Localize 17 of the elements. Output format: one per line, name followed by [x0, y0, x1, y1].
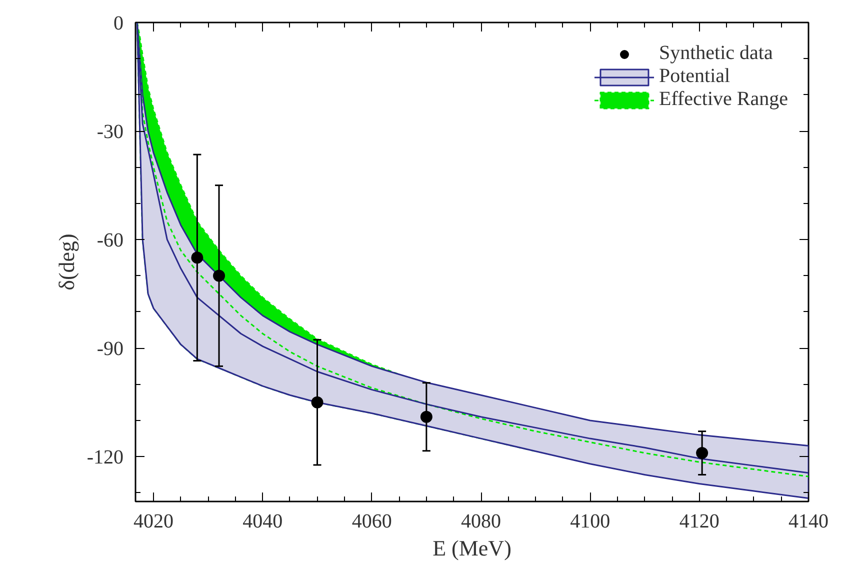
- y-tick-label: -120: [86, 446, 124, 469]
- legend-label: Potential: [658, 65, 730, 88]
- y-tick-label: -90: [96, 338, 124, 360]
- y-axis-title: δ(deg): [54, 234, 79, 290]
- x-tick-label: 4100: [570, 510, 610, 532]
- x-tick-label: 4040: [242, 510, 283, 532]
- y-tick-label: 0: [114, 12, 124, 34]
- legend-label: Effective Range: [658, 88, 788, 111]
- x-tick-label: 4020: [134, 510, 174, 532]
- x-axis-title: E (MeV): [432, 536, 512, 560]
- x-tick-label: 4080: [461, 510, 502, 532]
- x-tick-label: 4120: [679, 510, 720, 532]
- x-tick-label: 4140: [788, 510, 828, 532]
- legend-label: Synthetic data: [658, 42, 773, 65]
- y-tick-label: -60: [96, 230, 124, 252]
- x-tick-label: 4060: [352, 510, 392, 532]
- y-tick-label: -30: [96, 121, 124, 144]
